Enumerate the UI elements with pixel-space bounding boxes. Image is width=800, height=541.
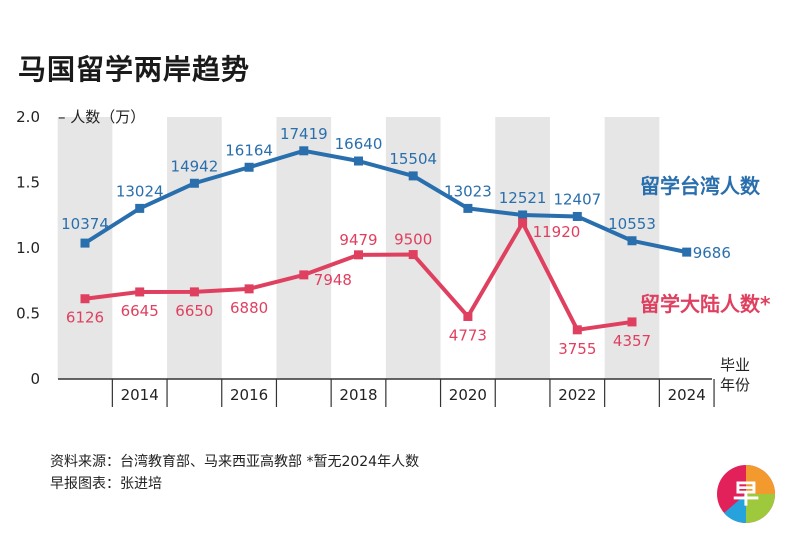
y-tick-label: 1.0 xyxy=(16,239,40,257)
data-label: 9479 xyxy=(339,231,377,249)
data-label: 9686 xyxy=(693,244,731,262)
data-label: 12521 xyxy=(499,189,547,207)
data-point xyxy=(244,284,254,294)
data-point xyxy=(627,317,637,327)
band-2015 xyxy=(167,117,222,379)
data-label: 13024 xyxy=(116,182,164,200)
band-2013 xyxy=(57,117,113,379)
data-point xyxy=(682,247,692,257)
band-2023 xyxy=(604,117,660,379)
data-point xyxy=(572,325,582,335)
data-point xyxy=(189,287,199,297)
data-label: 6880 xyxy=(230,299,268,317)
x-tick-label: 2014 xyxy=(121,386,159,404)
y-tick-label: 0.5 xyxy=(16,305,40,323)
data-point xyxy=(135,287,145,297)
data-point xyxy=(354,156,363,166)
data-label: 16640 xyxy=(335,135,383,153)
zaobao-logo-icon: 早 xyxy=(717,465,775,524)
x-axis-label: 毕业年份 xyxy=(720,356,750,394)
data-label: 10374 xyxy=(61,215,109,233)
data-label: 17419 xyxy=(280,125,328,143)
band-2021 xyxy=(495,117,550,379)
data-point xyxy=(299,146,309,156)
series-label: 留学台湾人数 xyxy=(640,174,761,198)
y-axis-label: – 人数（万） xyxy=(58,108,145,126)
data-point xyxy=(518,210,528,220)
source-note: 资料来源：台湾教育部、马来西亚高教部 *暂无2024年人数 xyxy=(50,454,420,470)
data-point xyxy=(244,162,254,172)
data-label: 12407 xyxy=(553,190,601,208)
x-tick-label: 2018 xyxy=(339,386,377,404)
data-point xyxy=(518,218,528,228)
band-2017 xyxy=(276,117,332,379)
data-point xyxy=(627,236,637,246)
data-label: 4773 xyxy=(449,326,487,344)
y-tick-label: 2.0 xyxy=(16,108,40,126)
data-label: 16164 xyxy=(225,141,273,159)
data-label: 3755 xyxy=(558,340,596,358)
svg-text:早: 早 xyxy=(733,480,759,510)
data-point xyxy=(80,294,90,304)
data-label: 4357 xyxy=(613,332,651,350)
data-point xyxy=(463,203,473,213)
data-point xyxy=(572,211,582,221)
x-tick-label: 2024 xyxy=(668,386,706,404)
data-point xyxy=(408,171,418,181)
y-tick-label: 0 xyxy=(30,370,40,388)
data-label: 15504 xyxy=(389,150,437,168)
x-tick-label: 2016 xyxy=(230,386,268,404)
credit-note: 早报图表：张进培 xyxy=(50,476,162,492)
data-label: 9500 xyxy=(394,231,432,249)
x-tick-label: 2020 xyxy=(449,386,487,404)
y-tick-label: 1.5 xyxy=(16,174,40,192)
data-label: 7948 xyxy=(314,271,352,289)
data-point xyxy=(463,311,473,321)
data-point xyxy=(80,238,90,248)
data-point xyxy=(189,178,199,188)
chart-title: 马国留学两岸趋势 xyxy=(18,53,251,86)
x-tick-label: 2022 xyxy=(558,386,596,404)
band-2019 xyxy=(385,117,441,379)
data-label: 6645 xyxy=(121,302,159,320)
series-line-0 xyxy=(83,148,688,255)
data-label: 13023 xyxy=(444,182,492,200)
data-label: 10553 xyxy=(608,215,656,233)
data-point xyxy=(354,250,363,260)
data-label: 6650 xyxy=(175,302,213,320)
data-label: 14942 xyxy=(171,157,219,175)
data-point xyxy=(408,250,418,260)
data-label: 11920 xyxy=(533,223,581,241)
series-label: 留学大陆人数* xyxy=(640,292,771,316)
data-point xyxy=(135,203,145,213)
data-point xyxy=(299,270,309,280)
data-label: 6126 xyxy=(66,309,104,327)
